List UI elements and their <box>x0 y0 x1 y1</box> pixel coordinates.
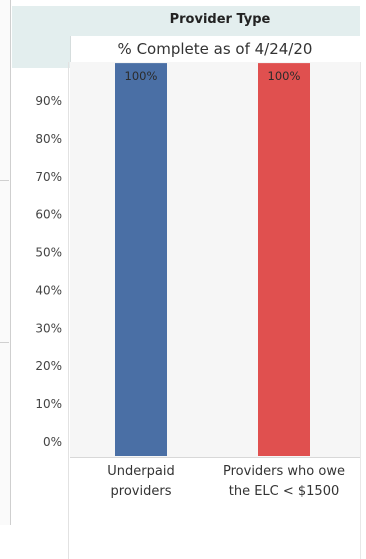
left-panel-divider <box>0 342 9 343</box>
x-axis-baseline <box>70 457 360 458</box>
y-tick-label: 60% <box>35 208 62 222</box>
y-tick-label: 40% <box>35 283 62 297</box>
bar-data-label: 100% <box>125 69 158 83</box>
x-category-label-line: Providers who owe <box>223 464 345 479</box>
y-tick-label: 20% <box>35 359 62 373</box>
x-category-label: Providers who owe the ELC < $1500 <box>209 462 359 502</box>
plot-right-edge <box>360 62 361 559</box>
y-tick-label: 80% <box>35 132 62 146</box>
y-tick-label: 0% <box>43 435 62 449</box>
x-category-label: Underpaid providers <box>66 462 216 502</box>
x-category-label-line: the ELC < $1500 <box>228 484 340 499</box>
y-tick-label: 90% <box>35 94 62 108</box>
x-category-label-line: providers <box>110 484 172 499</box>
chart-header-title: Provider Type <box>169 12 271 27</box>
y-tick-label: 50% <box>35 246 62 260</box>
left-panel-edge <box>0 0 11 525</box>
x-category-label-line: Underpaid <box>107 464 175 479</box>
y-tick-label: 10% <box>35 397 62 411</box>
plot-left-divider <box>68 62 69 559</box>
bar-data-label: 100% <box>268 69 301 83</box>
subtitle-box <box>70 36 361 62</box>
left-panel-divider <box>0 180 9 181</box>
chart-subtitle: % Complete as of 4/24/20 <box>117 40 313 58</box>
bar-providers-who-owe[interactable] <box>258 63 310 456</box>
bar-underpaid-providers[interactable] <box>115 63 167 456</box>
y-tick-label: 70% <box>35 170 62 184</box>
y-tick-label: 30% <box>35 321 62 335</box>
